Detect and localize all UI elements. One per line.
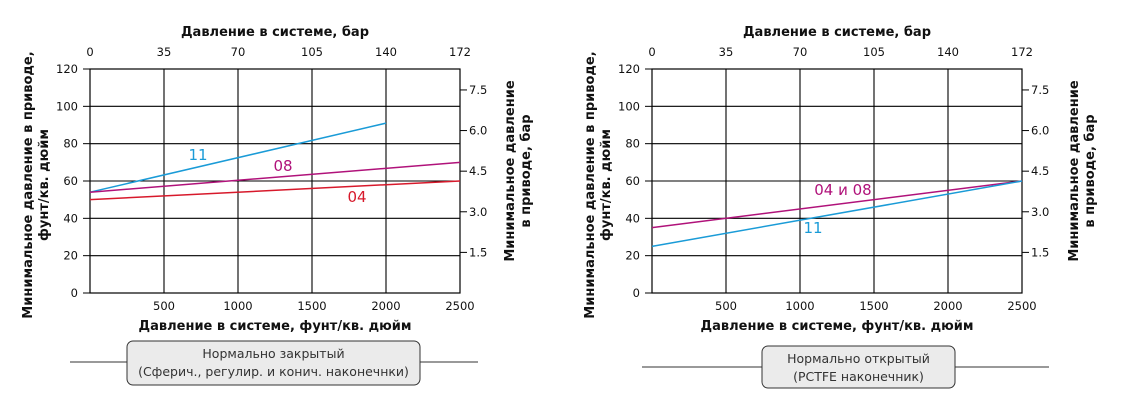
- y-tick-label: 40: [625, 211, 640, 225]
- right-tick-label: 1.5: [469, 245, 487, 259]
- series-label: 04 и 08: [814, 181, 871, 199]
- x-tick-label: 2500: [1007, 299, 1036, 313]
- y-tick-label: 60: [63, 174, 78, 188]
- chart-2: Давление в системе, бар 0 20 40 60 80 100 120 50…: [583, 25, 1098, 389]
- top-tick-label: 140: [375, 45, 397, 59]
- top-axis-title: Давление в системе, бар: [743, 25, 931, 40]
- y-axis-title-line: Минимальное давление в приводе,: [21, 51, 36, 318]
- top-tick-label: 0: [648, 45, 655, 59]
- y-axis-title: Минимальное давление в приводе,фунт/кв. …: [583, 51, 614, 318]
- y2-axis-title-line: в приводе, бар: [519, 114, 534, 227]
- x-tick-label: 2000: [933, 299, 962, 313]
- y-tick-label: 0: [71, 286, 78, 300]
- top-tick-label: 35: [157, 45, 172, 59]
- series-label: 11: [803, 219, 822, 237]
- y-tick-label: 60: [625, 174, 640, 188]
- x-tick-label: 1000: [785, 299, 814, 313]
- y-tick-label: 0: [633, 286, 640, 300]
- y-axis-title-line: Минимальное давление в приводе,: [583, 51, 598, 318]
- right-tick-label: 3.0: [469, 205, 487, 219]
- y-tick-label: 100: [56, 99, 78, 113]
- caption-line: (PCTFE наконечник): [793, 369, 924, 384]
- y-tick-label: 80: [625, 137, 640, 151]
- y-tick-label: 40: [63, 211, 78, 225]
- right-tick-label: 7.5: [469, 83, 487, 97]
- x-tick-label: 2500: [445, 299, 474, 313]
- series-line-11: [89, 122, 387, 193]
- x-axis-title: Давление в системе, фунт/кв. дюйм: [139, 319, 412, 334]
- top-tick-label: 140: [937, 45, 959, 59]
- top-tick-label: 70: [231, 45, 246, 59]
- right-tick-label: 1.5: [1031, 245, 1049, 259]
- series-label: 04: [347, 188, 366, 206]
- y2-axis-title: Минимальное давлениев приводе, бар: [1067, 80, 1098, 261]
- caption-line: Нормально открытый: [787, 351, 930, 366]
- series-line-11: [651, 180, 1023, 248]
- series-line-04: [89, 180, 461, 201]
- caption-line: (Сферич., регулир. и конич. наконечнки): [138, 364, 409, 379]
- caption-box: [761, 345, 956, 389]
- x-tick-label: 1500: [297, 299, 326, 313]
- caption-box: [126, 340, 421, 386]
- y-axis-title: Минимальное давление в приводе,фунт/кв. …: [21, 51, 52, 318]
- y-axis-title-line: фунт/кв. дюйм: [599, 129, 614, 241]
- right-tick-label: 4.5: [469, 164, 487, 178]
- top-tick-label: 105: [863, 45, 885, 59]
- y2-axis-title: Минимальное давлениев приводе, бар: [503, 80, 534, 261]
- right-tick-label: 6.0: [1031, 124, 1049, 138]
- chart-1: Давление в системе, бар 0 20 40 60 80 100 120 50…: [21, 25, 534, 386]
- top-tick-label: 70: [793, 45, 808, 59]
- right-tick-label: 7.5: [1031, 83, 1049, 97]
- y-tick-label: 80: [63, 137, 78, 151]
- y-tick-label: 20: [625, 249, 640, 263]
- caption-line: Нормально закрытый: [202, 346, 344, 361]
- series-line-04-и-08: [651, 180, 1023, 229]
- y-tick-label: 100: [618, 99, 640, 113]
- right-tick-label: 4.5: [1031, 164, 1049, 178]
- x-tick-label: 500: [715, 299, 737, 313]
- right-tick-label: 3.0: [1031, 205, 1049, 219]
- top-axis-title: Давление в системе, бар: [181, 25, 369, 40]
- y-tick-label: 120: [56, 62, 78, 76]
- top-tick-label: 0: [86, 45, 93, 59]
- top-tick-label: 172: [449, 45, 471, 59]
- x-tick-label: 1500: [859, 299, 888, 313]
- x-tick-label: 1000: [223, 299, 252, 313]
- top-tick-label: 172: [1011, 45, 1033, 59]
- right-tick-label: 6.0: [469, 124, 487, 138]
- y-axis-title-line: фунт/кв. дюйм: [37, 129, 52, 241]
- x-tick-label: 500: [153, 299, 175, 313]
- series-line-08: [89, 161, 461, 193]
- x-axis-title: Давление в системе, фунт/кв. дюйм: [701, 319, 974, 334]
- series-label: 11: [188, 146, 207, 164]
- y2-axis-title-line: Минимальное давление: [503, 80, 518, 261]
- y2-axis-title-line: в приводе, бар: [1083, 114, 1098, 227]
- y-tick-label: 20: [63, 249, 78, 263]
- y2-axis-title-line: Минимальное давление: [1067, 80, 1082, 261]
- top-tick-label: 35: [719, 45, 734, 59]
- top-tick-label: 105: [301, 45, 323, 59]
- series-label: 08: [273, 157, 292, 175]
- y-tick-label: 120: [618, 62, 640, 76]
- x-tick-label: 2000: [371, 299, 400, 313]
